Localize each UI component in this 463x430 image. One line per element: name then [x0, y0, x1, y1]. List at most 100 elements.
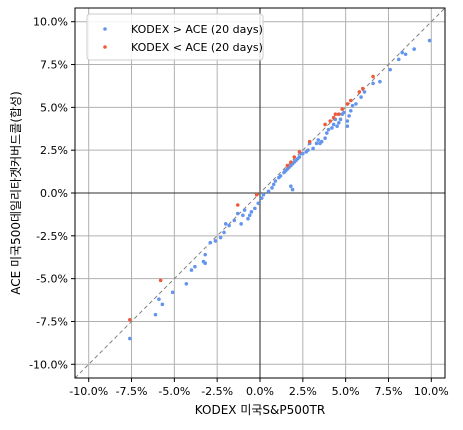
point-kodex-greater — [242, 208, 247, 212]
legend-marker-kodex-less — [103, 45, 107, 49]
point-kodex-less — [235, 203, 240, 207]
point-kodex-greater — [359, 95, 363, 99]
point-kodex-less — [371, 74, 375, 79]
point-kodex-greater — [403, 52, 408, 57]
point-kodex-greater — [253, 206, 257, 211]
point-kodex-greater — [326, 127, 331, 132]
x-tick-label: -7.5% — [116, 385, 148, 398]
point-kodex-greater — [282, 170, 286, 175]
y-tick-label: 10.0% — [33, 16, 68, 29]
point-kodex-greater — [208, 240, 213, 245]
x-tick-label: 7.5% — [374, 385, 402, 398]
point-kodex-greater — [304, 150, 309, 154]
point-kodex-greater — [338, 117, 343, 122]
y-tick-label: 7.5% — [40, 59, 68, 72]
point-kodex-greater — [256, 201, 261, 206]
point-kodex-greater — [388, 67, 392, 72]
point-kodex-greater — [318, 141, 322, 146]
point-kodex-greater — [330, 126, 334, 130]
point-kodex-greater — [335, 124, 339, 128]
y-tick-label: 2.5% — [40, 144, 68, 157]
x-tick-label: -5.0% — [158, 385, 190, 398]
point-kodex-less — [360, 86, 365, 91]
y-tick-label: 5.0% — [40, 101, 68, 114]
point-kodex-less — [292, 155, 297, 159]
point-kodex-less — [340, 107, 345, 111]
point-kodex-less — [128, 317, 132, 322]
point-kodex-greater — [218, 235, 223, 240]
point-kodex-greater — [223, 222, 228, 226]
point-kodex-greater — [371, 81, 375, 86]
x-tick-label: 2.5% — [289, 385, 317, 398]
point-kodex-greater — [289, 184, 293, 188]
point-kodex-greater — [362, 90, 367, 94]
point-kodex-greater — [270, 186, 274, 190]
point-kodex-greater — [277, 175, 281, 180]
point-kodex-greater — [247, 213, 252, 218]
point-kodex-greater — [345, 124, 350, 128]
point-kodex-greater — [189, 268, 194, 272]
point-kodex-greater — [241, 213, 245, 218]
legend: KODEX > ACE (20 days) KODEX < ACE (20 da… — [86, 13, 264, 61]
reference-diagonal-line — [74, 7, 446, 379]
point-kodex-greater — [271, 182, 276, 187]
point-kodex-greater — [325, 131, 329, 135]
point-kodex-greater — [170, 290, 175, 295]
point-kodex-greater — [316, 138, 321, 142]
point-kodex-greater — [227, 223, 231, 228]
point-kodex-greater — [239, 222, 243, 226]
point-kodex-greater — [290, 187, 295, 192]
point-kodex-greater — [323, 136, 327, 140]
point-kodex-greater — [160, 302, 165, 307]
data-points — [128, 38, 432, 341]
point-kodex-greater — [193, 264, 197, 269]
point-kodex-greater — [400, 50, 404, 55]
point-kodex-greater — [266, 189, 271, 194]
point-kodex-less — [357, 90, 362, 94]
point-kodex-greater — [213, 239, 218, 243]
point-kodex-less — [345, 102, 350, 106]
legend-label-kodex-less: KODEX < ACE (20 days) — [131, 41, 263, 54]
x-axis-label: KODEX 미국S&P500TR — [195, 403, 325, 417]
point-kodex-less — [289, 160, 293, 164]
point-kodex-less — [348, 98, 353, 103]
point-kodex-greater — [348, 108, 353, 113]
point-kodex-greater — [157, 297, 161, 302]
point-kodex-greater — [203, 261, 207, 266]
point-kodex-greater — [184, 281, 189, 286]
point-kodex-greater — [203, 252, 207, 257]
point-kodex-less — [333, 112, 338, 117]
point-kodex-greater — [345, 119, 350, 123]
point-kodex-greater — [311, 146, 315, 151]
point-kodex-less — [158, 278, 163, 283]
point-kodex-greater — [153, 312, 158, 317]
point-kodex-greater — [246, 216, 250, 221]
point-kodex-greater — [336, 120, 341, 125]
point-kodex-greater — [427, 38, 432, 43]
y-tick-label: 0.0% — [40, 187, 68, 200]
legend-label-kodex-greater: KODEX > ACE (20 days) — [131, 23, 263, 36]
point-kodex-greater — [412, 47, 416, 51]
y-tick-label: -2.5% — [36, 230, 68, 243]
point-kodex-greater — [347, 114, 351, 118]
point-kodex-less — [254, 192, 259, 197]
point-kodex-greater — [259, 196, 264, 200]
x-tick-label: 0.0% — [246, 385, 274, 398]
point-kodex-greater — [331, 122, 336, 127]
point-kodex-greater — [350, 103, 355, 108]
point-kodex-greater — [378, 79, 382, 84]
point-kodex-greater — [396, 57, 401, 62]
y-axis-label: ACE 미국500데일리타겟커버드콜(합성) — [9, 91, 23, 295]
point-kodex-greater — [249, 210, 254, 214]
point-kodex-less — [323, 122, 327, 127]
point-kodex-greater — [273, 179, 278, 183]
point-kodex-greater — [232, 218, 237, 223]
x-tick-label: -2.5% — [201, 385, 233, 398]
y-tick-label: -5.0% — [36, 273, 68, 286]
point-kodex-less — [328, 119, 333, 123]
point-kodex-greater — [235, 211, 240, 216]
point-kodex-greater — [340, 112, 345, 117]
legend-box — [86, 13, 264, 61]
point-kodex-less — [331, 115, 336, 120]
